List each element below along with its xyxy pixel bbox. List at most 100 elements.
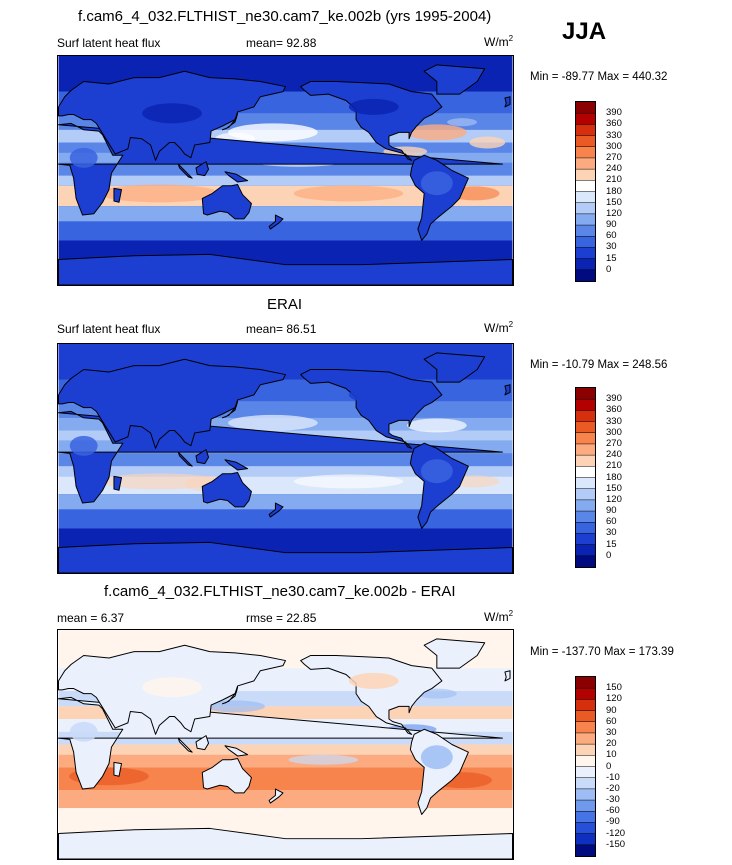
panel-3-map-band <box>58 754 513 768</box>
panel-3-colorbar-tick-label: 30 <box>606 726 617 738</box>
panel-3-colorbar-canvas <box>576 677 595 856</box>
panel-1-map-contour-region <box>293 185 404 202</box>
panel-2-colorbar-swatch <box>576 477 595 490</box>
panel-1-colorbar-tick-label: 270 <box>606 151 622 163</box>
panel-3-colorbar-tick-label: 10 <box>606 749 617 761</box>
panel-3-map-canvas <box>58 630 513 859</box>
panel-3-map-coastline <box>113 761 123 777</box>
panel-1-colorbar-tick-label: 60 <box>606 230 617 242</box>
panel-1-map-band <box>58 221 513 241</box>
panel-2-map-coastline <box>58 410 503 504</box>
panel-2-colorbar-tick-label: 240 <box>606 449 622 461</box>
panel-3-map-land-region <box>142 677 202 698</box>
panel-3-colorbar-tick-label: -120 <box>606 827 626 839</box>
panel-1-colorbar-tick-label: 120 <box>606 207 622 219</box>
panel-3-map-coastline <box>58 696 503 790</box>
panel-2-colorbar-tick-label: 390 <box>606 393 622 405</box>
panel-1-colorbar <box>575 101 596 282</box>
panel-2-colorbar-swatch <box>576 499 595 512</box>
panel-1-map-coastline <box>423 64 486 95</box>
panel-2-colorbar-swatch <box>576 432 595 445</box>
panel-2-colorbar <box>575 387 596 568</box>
panel-1-map-coastline <box>504 96 511 108</box>
panel-2-map-band <box>58 466 513 477</box>
panel-1-map-coastline <box>268 214 284 230</box>
panel-1-colorbar-tick-label: 360 <box>606 118 622 130</box>
panel-1-title: f.cam6_4_032.FLTHIST_ne30.cam7_ke.002b (… <box>78 8 492 25</box>
panel-3-colorbar-tick-label: -20 <box>606 782 620 794</box>
panel-1-map-band <box>58 175 513 186</box>
panel-1-map <box>57 55 514 286</box>
panel-1-colorbar-tick-label: 0 <box>606 263 612 275</box>
panel-3-map <box>57 629 514 860</box>
panel-3-map-coastline <box>300 654 443 735</box>
panel-3-rmse-label: rmse = 22.85 <box>246 611 317 625</box>
panel-2-map <box>57 343 514 574</box>
panel-3-colorbar-swatch <box>576 744 595 756</box>
panel-1-colorbar-swatch <box>576 124 595 137</box>
panel-2-colorbar-tick-label: 360 <box>606 404 622 416</box>
panel-3-colorbar-swatch <box>576 800 595 812</box>
panel-1-colorbar-swatch <box>576 169 595 181</box>
panel-1-map-canvas <box>58 56 513 285</box>
panel-1-colorbar-tick-label: 330 <box>606 129 622 141</box>
panel-2-mean-label: mean= 86.51 <box>246 322 317 336</box>
panel-1-colorbar-swatch <box>576 113 595 125</box>
panel-1-map-coastline <box>58 253 513 285</box>
panel-2-colorbar-tick-label: 300 <box>606 426 622 438</box>
panel-1-map-coastline <box>224 171 249 183</box>
panel-1-colorbar-swatch <box>576 213 595 226</box>
panel-2-colorbar-swatch <box>576 443 595 456</box>
panel-1-map-contour-region <box>99 184 220 203</box>
panel-3-minmax: Min = -137.70 Max = 173.39 <box>530 646 674 658</box>
panel-3-map-coastline <box>224 745 249 757</box>
panel-2-map-contour-region <box>406 418 467 433</box>
panel-1-colorbar-swatch <box>576 236 595 248</box>
panel-2-minmax: Min = -10.79 Max = 248.56 <box>530 359 668 371</box>
panel-2-colorbar-swatch <box>576 388 595 400</box>
panel-1-map-land-region <box>420 171 453 196</box>
panel-1-colorbar-tick-label: 180 <box>606 185 622 197</box>
panel-2-map-coastline <box>177 451 193 467</box>
panel-3-colorbar-tick-label: -150 <box>606 838 626 850</box>
panel-3-colorbar-tick-label: -60 <box>606 805 620 817</box>
panel-3-map-coastline <box>201 758 252 794</box>
panel-3-colorbar-tick-label: -10 <box>606 771 620 783</box>
panel-1-map-land-region <box>348 98 399 115</box>
panel-3-colorbar-swatch <box>576 710 595 723</box>
panel-2-colorbar-tick-label: 0 <box>606 549 612 561</box>
panel-2-map-land-region <box>348 386 399 403</box>
panel-1-colorbar-swatch <box>576 146 595 159</box>
panel-1-map-coastline <box>201 184 252 220</box>
panel-2-colorbar-swatch <box>576 533 595 546</box>
panel-2-colorbar-swatch <box>576 488 595 501</box>
panel-2-map-contour-region <box>228 414 318 431</box>
panel-2-map-canvas <box>58 344 513 573</box>
panel-2-colorbar-tick-label: 180 <box>606 471 622 483</box>
panel-2-map-land-region <box>142 391 202 412</box>
panel-1-colorbar-tick-label: 15 <box>606 252 617 264</box>
panel-3-colorbar-swatch <box>576 822 595 835</box>
panel-2-map-coastline <box>268 502 284 518</box>
panel-2-colorbar-tick-label: 120 <box>606 493 622 505</box>
panel-1-colorbar-tick-label: 150 <box>606 196 622 208</box>
panel-1-colorbar-tick-label: 30 <box>606 241 617 253</box>
panel-1-colorbar-tick-label: 300 <box>606 140 622 152</box>
panel-3-map-land-region <box>348 672 399 689</box>
panel-3-map-coastline <box>177 737 193 753</box>
panel-1-colorbar-tick-label: 210 <box>606 174 622 186</box>
panel-3-colorbar-swatch <box>576 688 595 700</box>
panel-1-map-contour-region <box>406 124 467 141</box>
panel-3-colorbar-tick-label: 90 <box>606 704 617 716</box>
panel-2-map-coastline <box>300 368 443 449</box>
panel-3-colorbar <box>575 676 596 857</box>
panel-1-colorbar-swatch <box>576 269 595 281</box>
panel-2-colorbar-tick-label: 270 <box>606 437 622 449</box>
panel-3-colorbar-tick-label: 60 <box>606 715 617 727</box>
panel-2-colorbar-tick-label: 60 <box>606 516 617 528</box>
panel-1-mean-label: mean= 92.88 <box>246 36 317 50</box>
panel-3-colorbar-tick-label: -90 <box>606 816 620 828</box>
panel-1-colorbar-swatch <box>576 180 595 192</box>
panel-1-map-coastline <box>177 163 193 179</box>
panel-2-map-land-region <box>420 459 453 484</box>
